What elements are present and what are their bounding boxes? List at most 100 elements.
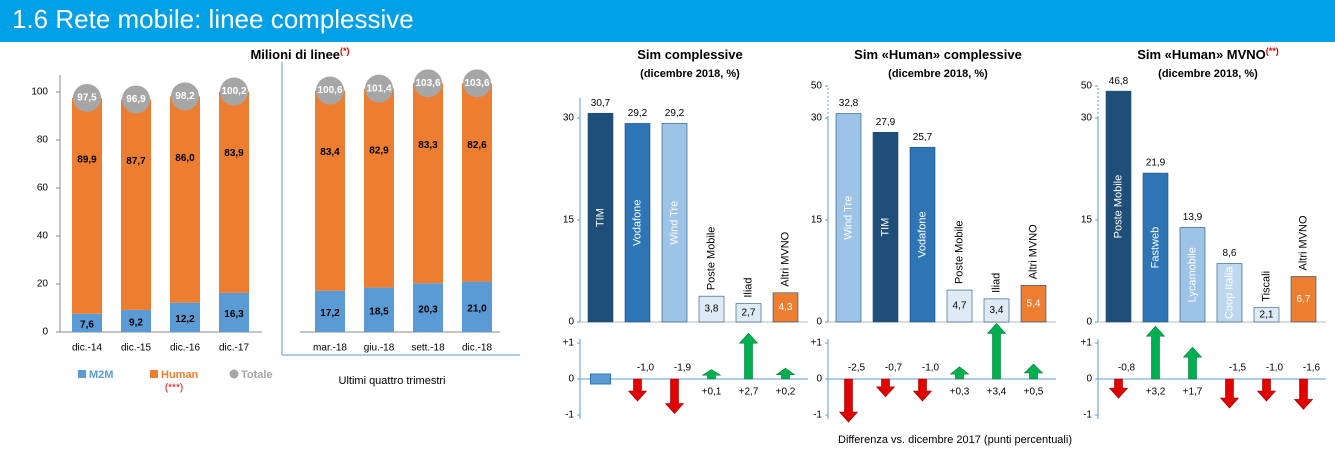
bar-human	[413, 83, 443, 284]
delta-label: +0,5	[1024, 387, 1044, 398]
value-label: 89,9	[77, 155, 97, 166]
arrow-up	[738, 332, 759, 380]
y-tick-label: 80	[37, 135, 49, 146]
bar	[946, 289, 973, 323]
legend-label: M2M	[89, 369, 113, 381]
bar	[772, 292, 799, 323]
chart-subtitle: (dicembre 2018, %)	[1158, 68, 1258, 80]
chart-subtitle: (dicembre 2018, %)	[640, 68, 740, 80]
chart-title: Sim complessive	[637, 47, 743, 62]
bar	[624, 123, 651, 323]
delta-label: +0,1	[702, 387, 722, 398]
arrow-up	[1145, 325, 1166, 380]
bar-m2m	[219, 292, 249, 332]
title-text: Sim complessive	[637, 47, 743, 62]
y-tick-label: 50	[1081, 81, 1093, 92]
total-marker	[73, 84, 101, 112]
bar-m2m	[121, 309, 151, 332]
bar	[1179, 227, 1206, 323]
arrow-down	[664, 378, 685, 415]
y-tick-label: 0	[1086, 317, 1092, 328]
bar	[872, 131, 899, 323]
value-label: 20,3	[418, 304, 438, 315]
total-marker	[122, 85, 150, 114]
y-tick-label: 30	[1081, 113, 1093, 124]
value-label: 3,4	[990, 305, 1004, 316]
arrow-up	[701, 369, 722, 380]
title-text: Sim «Human» MVNO	[1137, 47, 1266, 62]
value-label: 82,9	[369, 145, 389, 156]
arrow-up	[1023, 363, 1044, 380]
delta-label: -1,0	[1266, 363, 1284, 374]
y-tick-label: 0	[42, 327, 48, 338]
delta-label: -1,0	[922, 363, 940, 374]
bar	[1020, 284, 1047, 323]
category-label: Iliad	[742, 277, 754, 297]
total-marker	[171, 82, 199, 111]
x-tick-label: dic.-17	[219, 343, 249, 354]
bar-human	[315, 90, 345, 291]
bar-m2m	[72, 313, 102, 332]
value-label: 97,5	[77, 93, 97, 104]
legend-swatch	[150, 370, 158, 378]
delta-box	[590, 373, 611, 385]
bar	[1216, 263, 1243, 323]
x-tick-label: giu.-18	[364, 343, 395, 354]
arrow-down	[1108, 378, 1129, 399]
bar	[983, 298, 1010, 323]
bar	[1290, 276, 1317, 323]
header-title: 1.6 Rete mobile: linee complessive	[12, 4, 414, 34]
category-label: Coop Italia	[1223, 266, 1235, 319]
value-label: 4,3	[779, 302, 793, 313]
value-label: 30,7	[591, 98, 611, 109]
y-tick-label: 0	[816, 374, 822, 385]
value-label: 32,8	[839, 98, 859, 109]
arrow-down	[1256, 378, 1277, 402]
y-tick-label: 50	[811, 81, 823, 92]
value-label: 100,2	[221, 86, 246, 97]
category-label: Altri MVNO	[1027, 224, 1039, 279]
value-label: 13,9	[1183, 212, 1203, 223]
value-label: 103,6	[464, 78, 489, 89]
y-tick-label: 20	[37, 279, 49, 290]
chart-subtitle: (dicembre 2018, %)	[888, 68, 988, 80]
y-tick-label: 0	[816, 317, 822, 328]
value-label: 29,2	[628, 108, 648, 119]
value-label: 2,7	[742, 307, 756, 318]
legend-swatch	[229, 369, 239, 379]
delta-label: +3,2	[1146, 387, 1166, 398]
arrow-down	[912, 378, 933, 402]
title-note: (*)	[340, 46, 350, 56]
arrow-up	[775, 367, 796, 380]
x-tick-label: dic.-16	[170, 343, 200, 354]
legend-swatch	[78, 370, 86, 378]
value-label: 87,7	[126, 156, 146, 167]
arrow-up	[1182, 346, 1203, 380]
bar	[909, 146, 936, 323]
category-label: Lycamobile	[1186, 247, 1198, 302]
title-text: Milioni di linee	[250, 47, 340, 62]
y-tick-label: 15	[563, 215, 575, 226]
total-marker	[220, 77, 248, 106]
value-label: 21,9	[1146, 158, 1166, 169]
value-label: 83,3	[418, 140, 438, 151]
value-label: 9,2	[129, 318, 143, 329]
value-label: 3,8	[705, 304, 719, 315]
x-tick-label: mar.-18	[313, 343, 347, 354]
arrow-down	[838, 378, 859, 423]
chart-title: Milioni di linee(*)	[250, 46, 349, 62]
bar	[661, 123, 688, 323]
value-label: 29,2	[665, 108, 685, 119]
y-tick-label: 40	[37, 231, 49, 242]
value-label: 101,4	[366, 83, 391, 94]
total-marker	[316, 76, 344, 105]
bar-human	[121, 99, 151, 310]
header-bar	[0, 0, 1335, 42]
bar-human	[219, 91, 249, 293]
y-tick-label: 0	[568, 374, 574, 385]
x-tick-label: dic.-15	[121, 343, 151, 354]
value-label: 83,9	[224, 148, 244, 159]
delta-label: +2,7	[739, 387, 759, 398]
delta-label: +0,2	[776, 387, 796, 398]
category-label: Wind Tre	[842, 196, 854, 240]
